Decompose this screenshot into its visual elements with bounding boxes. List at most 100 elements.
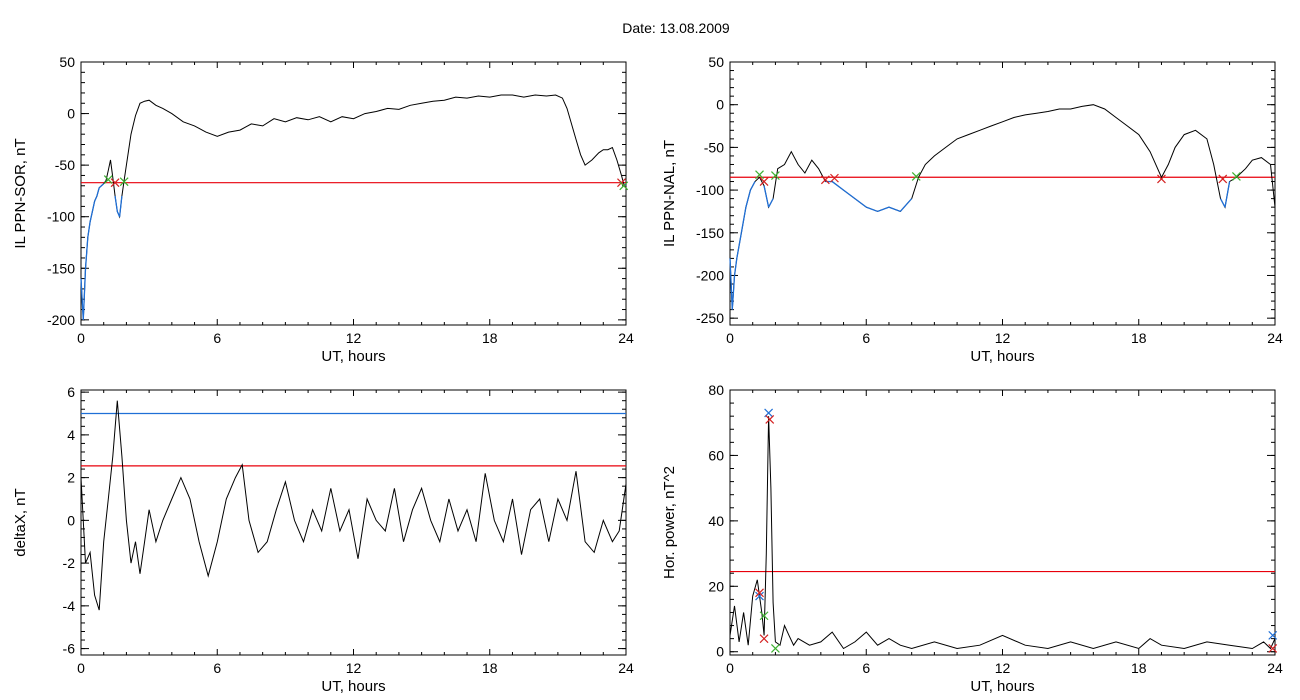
below-threshold-segment <box>84 237 89 269</box>
marker-cross-red <box>110 178 120 188</box>
below-threshold-segment <box>118 196 123 217</box>
marker-cross-green <box>759 611 769 621</box>
below-threshold-segment <box>89 211 93 223</box>
y-tick-label: -6 <box>63 641 76 657</box>
marker-stroke <box>911 171 921 181</box>
marker-cross-red <box>1218 174 1228 184</box>
below-threshold-segment <box>888 206 901 213</box>
marker-cross-green <box>770 644 780 653</box>
chart-panel-deltax: 0 6 12 18 24 6 4 2 0 -2 -4 -6 UT, hours deltaX, nT <box>12 384 634 695</box>
marker-stroke <box>755 588 764 598</box>
below-threshold-segment <box>101 183 105 187</box>
marker-stroke <box>770 644 780 653</box>
marker-cross-green <box>770 171 780 180</box>
chart-panel-nal: 0 6 12 18 24 50 0 -50 -100 -150 -200 -250 UT, hours I… <box>661 54 1283 365</box>
x-axis-label: UT, hours <box>970 678 1034 695</box>
marker-stroke <box>765 415 775 424</box>
y-axis-label: IL PPN-NAL, nT <box>661 140 678 247</box>
below-threshold-segment <box>854 198 867 208</box>
x-tick-label: 12 <box>346 330 362 346</box>
y-tick-label: 20 <box>708 578 724 594</box>
marker-cross-red <box>759 177 769 186</box>
marker-stroke <box>770 171 780 180</box>
marker-cross-red <box>1157 174 1166 184</box>
marker-cross-green <box>1231 171 1241 181</box>
x-tick-label: 6 <box>213 330 221 346</box>
below-threshold-segment <box>1224 181 1231 208</box>
x-tick-label: 18 <box>482 660 498 676</box>
below-threshold-segment <box>866 206 878 213</box>
marker-cross-green <box>119 177 129 187</box>
marker-cross-red <box>759 634 769 644</box>
below-threshold-segment <box>114 195 118 212</box>
below-threshold-segment <box>91 201 96 212</box>
x-tick-label: 0 <box>77 330 85 346</box>
y-tick-label: -2 <box>63 555 76 571</box>
y-tick-label: 2 <box>67 470 75 486</box>
plot-frame <box>729 61 1276 326</box>
marker-cross-blue <box>1268 630 1278 640</box>
below-threshold-segment <box>768 198 774 208</box>
chart-panel-sor: 0 6 12 18 24 50 0 -50 -100 -150 -200 UT, hours IL PP… <box>12 54 634 365</box>
marker-cross-red <box>820 175 830 185</box>
y-axis-label: Hor. power, nT^2 <box>661 466 678 579</box>
plot-frame <box>80 61 627 326</box>
below-threshold-segment <box>736 232 742 259</box>
y-axis-label: deltaX, nT <box>12 488 29 556</box>
marker-cross-green <box>911 171 921 181</box>
x-tick-label: 24 <box>618 330 634 346</box>
below-threshold-segment <box>831 181 844 191</box>
x-axis-label: UT, hours <box>321 348 385 365</box>
below-threshold-segment <box>87 221 91 238</box>
y-tick-label: 0 <box>67 106 75 122</box>
series-line-deltax <box>80 400 627 611</box>
marker-stroke <box>619 181 629 191</box>
marker-stroke <box>1218 174 1228 184</box>
below-threshold-segment <box>745 189 752 208</box>
marker-stroke <box>759 611 769 621</box>
marker-cross-red <box>1268 644 1278 653</box>
marker-stroke <box>755 591 764 601</box>
y-axis-label: IL PPN-SOR, nT <box>12 138 29 248</box>
below-threshold-segment <box>731 275 736 310</box>
x-tick-label: 6 <box>862 660 870 676</box>
marker-stroke <box>110 178 120 188</box>
below-threshold-segment <box>729 258 733 310</box>
chart-panel-power: 0 6 12 18 24 80 60 40 20 0 UT, hours Hor. power, nT… <box>661 382 1283 695</box>
y-tick-label: 4 <box>67 427 75 443</box>
marker-stroke <box>103 175 113 185</box>
below-threshold-segment <box>94 195 98 202</box>
x-axis-label: UT, hours <box>321 678 385 695</box>
below-threshold-segment <box>80 278 84 320</box>
plot-frame <box>729 389 1276 656</box>
below-threshold-segment <box>749 181 756 191</box>
below-threshold-segment <box>82 268 87 320</box>
y-tick-label: 80 <box>708 382 724 398</box>
marker-cross-green <box>755 170 764 180</box>
y-tick-label: -100 <box>696 182 724 198</box>
below-threshold-segment <box>763 185 770 208</box>
y-tick-label: 0 <box>716 644 724 660</box>
below-threshold-segment <box>740 207 747 233</box>
x-tick-label: 24 <box>1267 660 1283 676</box>
marker-stroke <box>1157 174 1166 184</box>
y-tick-label: -150 <box>47 260 75 276</box>
y-tick-label: -200 <box>47 312 75 328</box>
x-tick-label: 0 <box>77 660 85 676</box>
x-axis-label: UT, hours <box>970 348 1034 365</box>
y-tick-label: 50 <box>708 54 724 70</box>
marker-stroke <box>1268 630 1278 640</box>
x-tick-label: 6 <box>213 660 221 676</box>
below-threshold-segment <box>96 187 100 197</box>
marker-stroke <box>1268 644 1278 653</box>
x-tick-label: 24 <box>618 660 634 676</box>
below-threshold-segment <box>877 206 890 213</box>
series-line-nal <box>729 104 1276 310</box>
y-tick-label: -150 <box>696 225 724 241</box>
y-tick-label: 6 <box>67 384 75 400</box>
marker-cross-blue <box>755 591 764 601</box>
y-tick-label: -50 <box>704 139 724 155</box>
x-tick-label: 0 <box>726 330 734 346</box>
x-tick-label: 18 <box>1131 330 1147 346</box>
x-tick-label: 12 <box>995 330 1011 346</box>
